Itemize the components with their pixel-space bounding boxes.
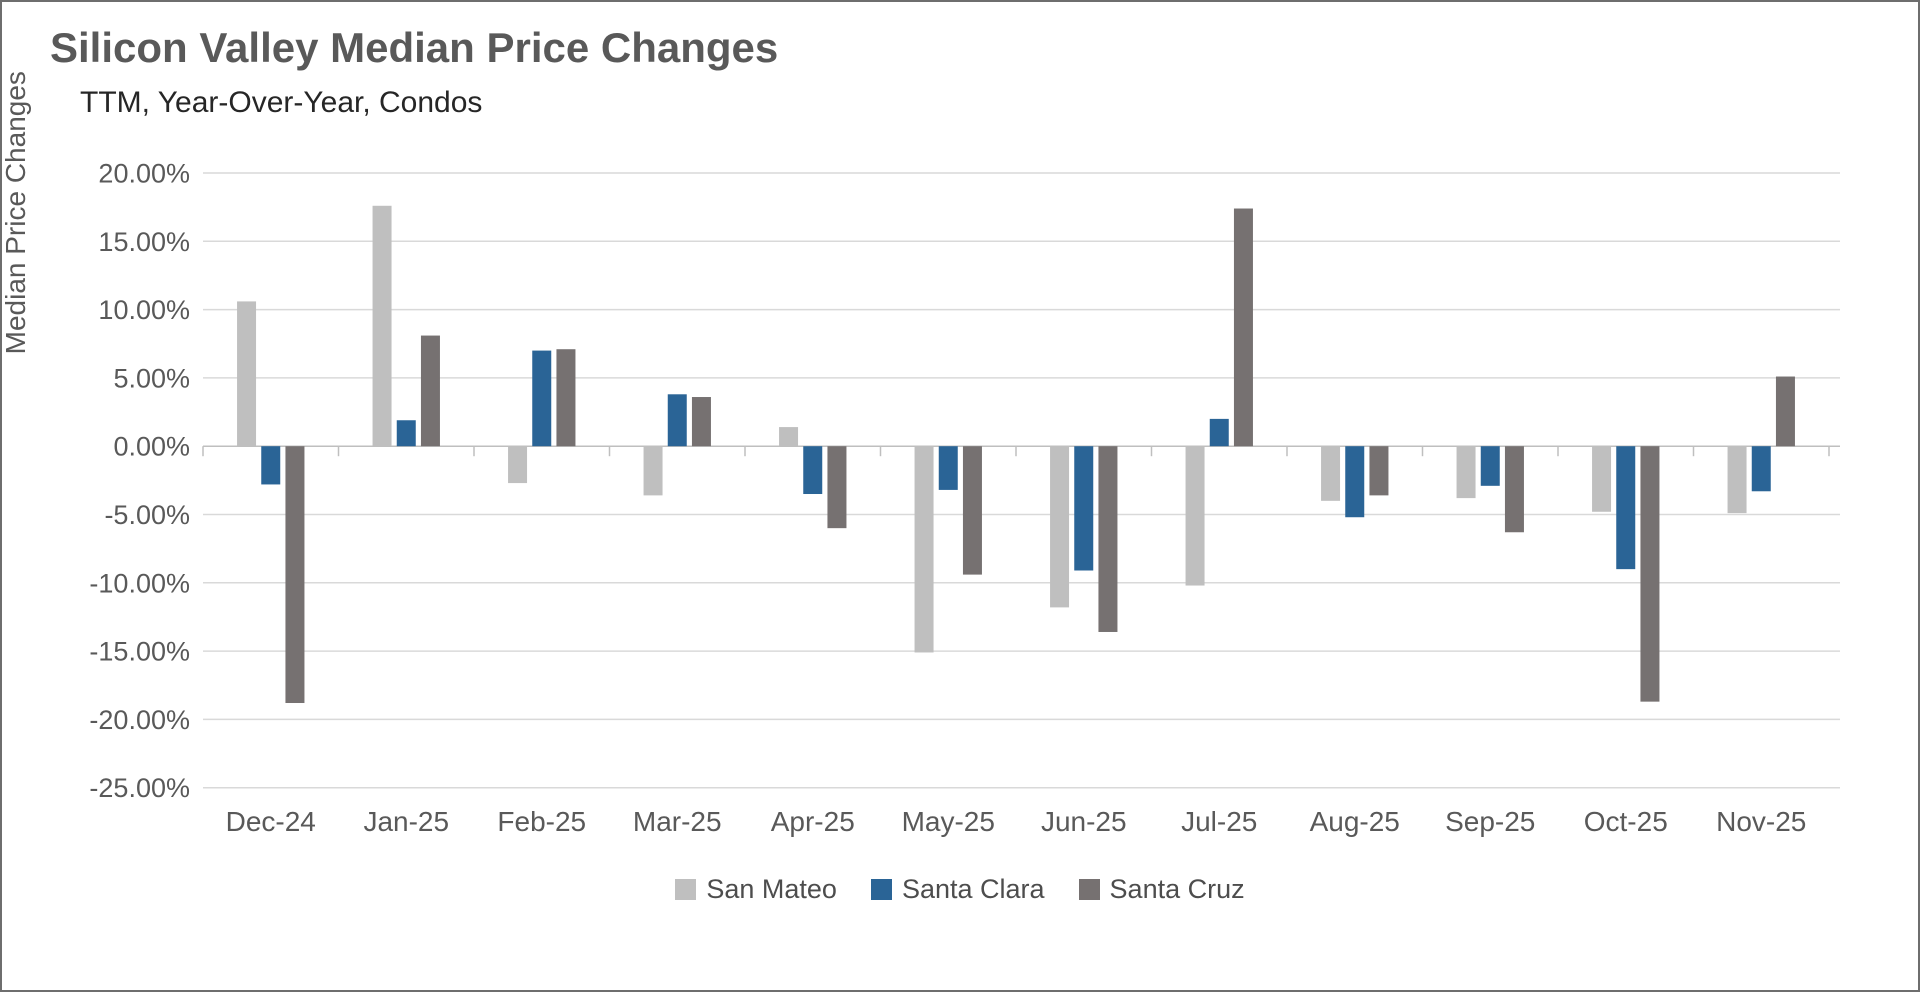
bar (691, 397, 711, 447)
x-axis-label: Apr-25 (771, 806, 855, 837)
y-tick-label: -5.00% (104, 500, 190, 530)
bar (962, 446, 982, 575)
bar (396, 420, 416, 447)
y-tick-label: 15.00% (98, 227, 190, 257)
x-axis-label: Nov-25 (1716, 806, 1806, 837)
legend-label: Santa Clara (901, 874, 1045, 904)
x-axis-label: Jan-25 (363, 806, 449, 837)
bar (1233, 208, 1253, 447)
bar (827, 446, 847, 529)
bar (1504, 446, 1524, 533)
y-tick-label: -15.00% (89, 637, 190, 667)
legend-swatch-icon (675, 879, 697, 900)
bar (1345, 446, 1365, 518)
legend-item: Santa Cruz (1078, 874, 1245, 905)
legend-item: San Mateo (675, 874, 837, 905)
bar (1751, 446, 1771, 492)
bar (803, 446, 823, 495)
legend-swatch-icon (870, 879, 892, 900)
bar (1456, 446, 1476, 499)
bar (643, 446, 663, 496)
legend-swatch-icon (1078, 879, 1100, 900)
x-axis-label: Oct-25 (1584, 806, 1668, 837)
bar (420, 335, 440, 447)
bar (1050, 446, 1070, 608)
legend-label: San Mateo (706, 874, 837, 904)
x-axis-label: Feb-25 (497, 806, 586, 837)
bar (1209, 418, 1229, 447)
bar (1727, 446, 1747, 514)
bar (1616, 446, 1636, 570)
bar (779, 427, 799, 447)
x-axis-label: Aug-25 (1310, 806, 1400, 837)
bar (938, 446, 958, 490)
bar (261, 446, 281, 485)
y-tick-label: 10.00% (98, 295, 190, 325)
bar (372, 205, 392, 447)
bar (1775, 376, 1795, 447)
bar (1098, 446, 1118, 632)
legend-item: Santa Clara (870, 874, 1045, 905)
bar (1640, 446, 1660, 702)
bar (1592, 446, 1612, 512)
chart-title: Silicon Valley Median Price Changes (50, 24, 779, 71)
bar (532, 350, 552, 447)
y-tick-label: -10.00% (89, 568, 190, 598)
bar (667, 394, 687, 447)
y-tick-label: 0.00% (113, 432, 190, 462)
legend-label: Santa Cruz (1109, 874, 1245, 904)
x-axis-label: Mar-25 (633, 806, 722, 837)
bar (285, 446, 305, 704)
chart-subtitle: TTM, Year-Over-Year, Condos (80, 86, 483, 119)
y-tick-label: -25.00% (89, 773, 190, 803)
bar (1369, 446, 1389, 496)
y-tick-label: 20.00% (98, 159, 190, 189)
y-tick-label: -20.00% (89, 705, 190, 735)
bar (1480, 446, 1500, 486)
bar (1321, 446, 1341, 501)
bar (914, 446, 934, 653)
x-axis-label: Jul-25 (1181, 806, 1257, 837)
y-tick-label: 5.00% (113, 363, 190, 393)
x-axis-label: Jun-25 (1041, 806, 1127, 837)
x-axis-label: May-25 (902, 806, 995, 837)
bar (237, 301, 257, 447)
bar (1185, 446, 1205, 586)
x-axis-label: Sep-25 (1445, 806, 1535, 837)
bar (508, 446, 528, 484)
bar (1074, 446, 1094, 571)
x-axis-label: Dec-24 (226, 806, 316, 837)
legend: San Mateo Santa Clara Santa Cruz (2, 874, 1918, 905)
bar (556, 349, 576, 447)
